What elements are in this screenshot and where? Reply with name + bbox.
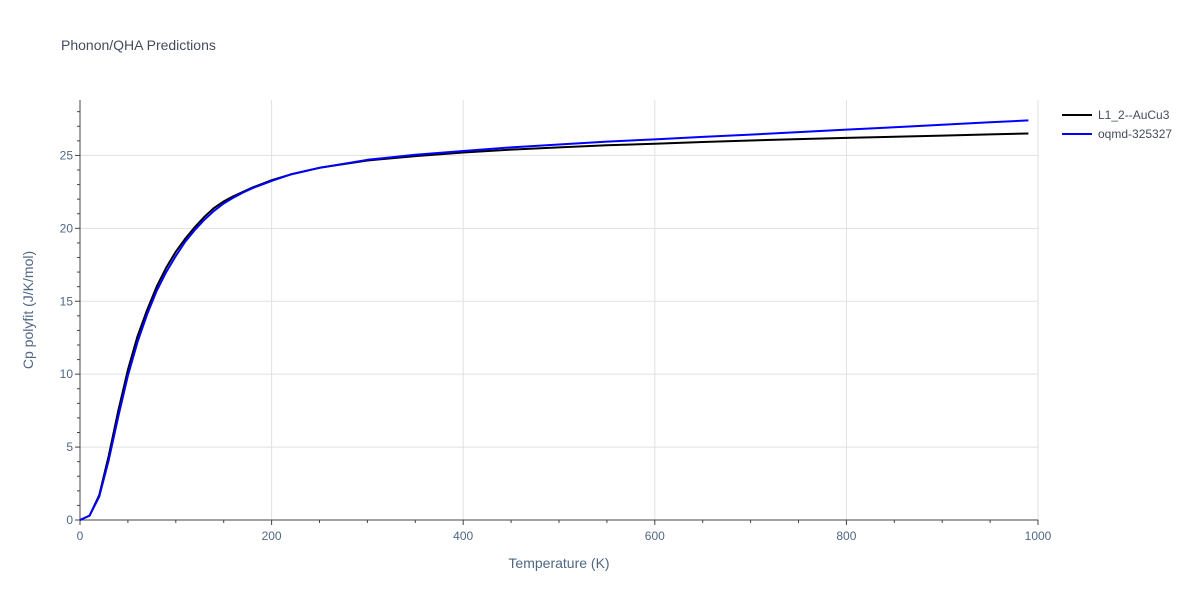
legend-item[interactable]: L1_2--AuCu3: [1062, 108, 1170, 122]
grid: [80, 100, 1039, 520]
x-tick-label: 1000: [1025, 529, 1052, 543]
series-line: [79, 119, 1029, 521]
y-tick-label: 5: [66, 440, 73, 454]
legend-label: oqmd-325327: [1098, 127, 1172, 141]
y-axis-title: Cp polyfit (J/K/mol): [20, 251, 36, 369]
y-tick-label: 10: [60, 367, 74, 381]
y-tick-label: 0: [66, 513, 73, 527]
x-axis-title: Temperature (K): [508, 555, 609, 571]
x-tick-label: 400: [453, 529, 473, 543]
y-tick-label: 20: [60, 221, 74, 235]
y-ticks: 0 5 10 15 20 25: [60, 148, 74, 527]
y-tick-label: 25: [60, 148, 74, 162]
x-tick-label: 600: [645, 529, 665, 543]
x-tick-label: 0: [77, 529, 84, 543]
legend-label: L1_2--AuCu3: [1098, 108, 1170, 122]
y-tick-label: 15: [60, 294, 74, 308]
legend-item[interactable]: oqmd-325327: [1062, 127, 1172, 141]
axes: [75, 100, 1039, 525]
x-tick-label: 800: [836, 529, 856, 543]
chart-title: Phonon/QHA Predictions: [61, 37, 216, 53]
x-ticks: 0 200 400 600 800 1000: [77, 529, 1052, 543]
series: [79, 119, 1029, 521]
series-line: [79, 132, 1029, 521]
legend[interactable]: L1_2--AuCu3 oqmd-325327: [1062, 108, 1172, 141]
x-tick-label: 200: [262, 529, 282, 543]
